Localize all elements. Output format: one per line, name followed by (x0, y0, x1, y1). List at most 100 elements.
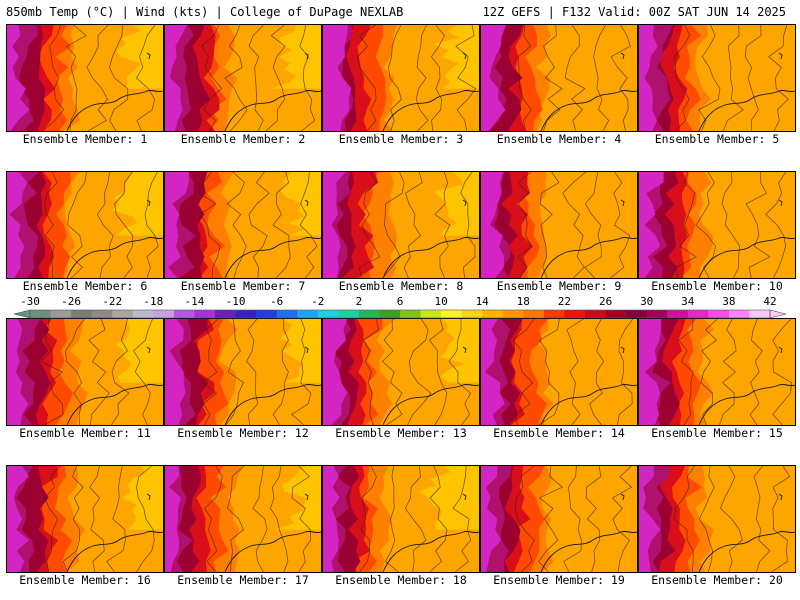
temperature-field (481, 172, 637, 278)
temperature-map (6, 465, 164, 573)
temperature-colorbar: -30 -26 -22 -18 -14 -10 -6 -2 2 6 10 14 18 22 26 30 34 38… (0, 296, 800, 320)
isotherm-contour (291, 319, 312, 425)
colorbar-tick-label: -2 (311, 295, 325, 308)
isotherm-contour (202, 319, 219, 425)
temperature-map (164, 318, 322, 426)
colorbar-segment (667, 310, 689, 318)
gulf-coastline (382, 89, 479, 131)
temp-zone-pink (165, 466, 181, 572)
colorbar-segment (626, 310, 647, 318)
isotherm-contour (106, 466, 126, 572)
isotherm-contour (272, 172, 291, 278)
colorbar-tick-label: 14 (475, 295, 489, 308)
colorbar-segment (420, 310, 442, 318)
colorbar-segment (112, 310, 134, 318)
isotherm-contour (772, 319, 792, 425)
temperature-map (164, 465, 322, 573)
gulf-coastline (382, 236, 479, 278)
temperature-field (165, 172, 321, 278)
isotherm-contour (62, 466, 84, 572)
isotherm-contour (448, 319, 472, 425)
isotherm-contour (584, 172, 602, 278)
lake-outline (146, 199, 151, 207)
colorbar-segment (749, 310, 771, 318)
colorbar-tick-label: 22 (557, 295, 572, 308)
colorbar-tick-label: 38 (722, 295, 736, 308)
colorbar-segment (317, 310, 339, 318)
isotherm-contour (674, 25, 691, 131)
lake-outline (462, 199, 467, 207)
ensemble-member-panel: Ensemble Member: 14 (480, 318, 638, 453)
isotherm-contour (226, 172, 247, 278)
temperature-map (480, 318, 638, 426)
isotherm-contour (44, 466, 61, 572)
isotherm-contour (771, 466, 791, 572)
colorbar-left-arrow (13, 309, 31, 319)
ensemble-member-panel: Ensemble Member: 17 (164, 465, 322, 600)
temperature-map (322, 171, 480, 279)
isotherm-contour (698, 25, 721, 131)
isotherm-contour (114, 172, 134, 278)
colorbar-segment (605, 310, 627, 318)
ensemble-member-label: Ensemble Member: 20 (651, 573, 783, 587)
ensemble-member-label: Ensemble Member: 5 (654, 132, 780, 146)
ensemble-member-label: Ensemble Member: 17 (177, 573, 309, 587)
colorbar-tick-label: 34 (681, 295, 695, 308)
ensemble-member-label: Ensemble Member: 15 (651, 426, 783, 440)
temp-zone-cooler (275, 466, 321, 530)
colorbar-segment (543, 310, 565, 318)
temperature-map (164, 171, 322, 279)
ensemble-member-panel: Ensemble Member: 13 (322, 318, 480, 453)
temp-zone-pink (639, 466, 661, 572)
isotherm-contour (722, 25, 744, 131)
ensemble-member-label: Ensemble Member: 7 (180, 279, 306, 293)
map-title: 850mb Temp (°C) | Wind (kts) | College o… (6, 5, 404, 19)
isotherm-contour (543, 25, 563, 131)
temperature-map (322, 24, 480, 132)
isotherm-contour (517, 172, 533, 278)
temperature-map (638, 171, 796, 279)
temperature-field (7, 172, 163, 278)
colorbar-segment (256, 310, 277, 318)
lake-outline (304, 52, 309, 60)
temp-zone-pink (323, 25, 352, 131)
isotherm-contour (384, 466, 399, 572)
lake-outline (778, 346, 783, 354)
isotherm-contour (753, 466, 771, 572)
isotherm-contour (265, 25, 286, 131)
isotherm-contour (136, 466, 155, 572)
ensemble-member-panel: Ensemble Member: 10 (638, 171, 796, 306)
gulf-coastline (382, 530, 479, 572)
isotherm-contour (144, 172, 159, 278)
ensemble-member-panel: Ensemble Member: 7 (164, 171, 322, 306)
lake-outline (304, 346, 309, 354)
colorbar-segment (30, 310, 51, 318)
isotherm-contour (358, 172, 381, 278)
ensemble-member-panel: Ensemble Member: 20 (638, 465, 796, 600)
lake-outline (146, 52, 151, 60)
temperature-field (7, 466, 163, 572)
gulf-coastline (698, 383, 795, 425)
isotherm-contour (589, 319, 605, 425)
colorbar-segment (338, 310, 360, 318)
temperature-field (323, 466, 479, 572)
temp-zone-cooler (271, 25, 321, 89)
isotherm-contour (563, 466, 582, 572)
temp-zone-cooler (433, 25, 479, 89)
lake-outline (146, 493, 151, 501)
isotherm-contour (434, 172, 451, 278)
temp-zone-pink (165, 172, 190, 278)
temp-zone-pink (7, 25, 30, 131)
ensemble-member-panel: Ensemble Member: 11 (6, 318, 164, 453)
ensemble-member-panel: Ensemble Member: 16 (6, 465, 164, 600)
ensemble-member-panel: Ensemble Member: 9 (480, 171, 638, 306)
gulf-coastline (66, 89, 163, 131)
temperature-map (164, 24, 322, 132)
isotherm-contour (768, 25, 789, 131)
isotherm-contour (695, 172, 716, 278)
colorbar-tick-label: -10 (225, 295, 246, 308)
temperature-field (165, 466, 321, 572)
isotherm-contour (765, 172, 787, 278)
isotherm-contour (617, 319, 634, 425)
model-run-info: 12Z GEFS | F132 Valid: 00Z SAT JUN 14 20… (482, 5, 786, 19)
